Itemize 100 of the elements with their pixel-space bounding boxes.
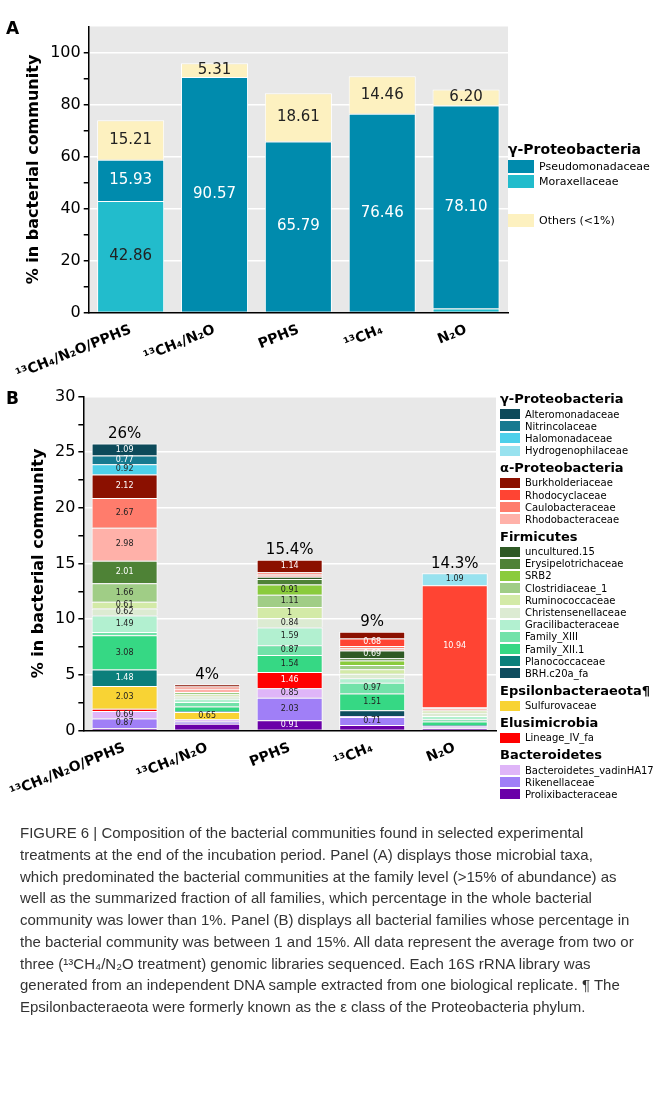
legend-label: Nitrincolaceae (525, 420, 597, 432)
y-tick-label: 100 (50, 41, 81, 61)
legend-label: Burkholderiaceae (525, 477, 613, 489)
legend-label: Sulfurovaceae (525, 700, 597, 712)
legend-label: BRH.c20a_fa (525, 667, 589, 679)
data-label: 1.11 (280, 595, 299, 605)
data-label: 5.31 (197, 60, 232, 79)
data-label: 2.01 (115, 567, 134, 577)
y-tick-label: 0 (65, 719, 76, 739)
legend-label: Family_XIII (525, 631, 578, 643)
data-label: 1.54 (280, 658, 299, 668)
data-label: 1.49 (115, 618, 134, 628)
data-label: 1 (287, 607, 293, 617)
legend-label: Others (<1%) (539, 214, 615, 227)
data-label: 1.51 (363, 697, 382, 706)
y-tick-label: 20 (54, 497, 76, 517)
x-tick-label: N₂O (423, 738, 458, 765)
total-label: 9% (360, 612, 385, 631)
text: Firmicutes (500, 528, 579, 544)
legend-label: Alteromonadaceae (525, 408, 620, 420)
data-label: 2.03 (280, 704, 299, 714)
y-tick-label: 20 (60, 249, 81, 269)
y-tick-label: 60 (60, 145, 81, 165)
data-label: 15.21 (109, 129, 153, 148)
data-label: 0.91 (280, 720, 299, 730)
data-label: 14.46 (360, 84, 404, 103)
data-label: 0.87 (115, 718, 134, 728)
legend-label: Erysipelotrichaceae (525, 558, 624, 570)
legend-label: Rhodobacteraceae (525, 513, 620, 525)
data-label: 0.91 (280, 584, 299, 594)
data-label: 2.03 (115, 692, 134, 702)
data-label: 18.61 (276, 107, 320, 126)
data-label: 2.98 (115, 539, 134, 549)
data-label: 0.69 (115, 709, 134, 719)
data-label: 65.79 (276, 216, 320, 235)
y-tick-label: 0 (70, 301, 81, 321)
legend-label: Pseudomonadaceae (539, 160, 650, 173)
total-label: 15.4% (265, 540, 314, 559)
text: Bacteroidetes (500, 746, 604, 762)
legend-label: Gracilibacteraceae (525, 619, 620, 631)
data-label: 42.86 (109, 246, 153, 265)
data-label: 76.46 (360, 202, 404, 221)
data-label: 1.48 (115, 672, 134, 682)
data-label: 0.77 (115, 454, 134, 464)
data-label: 0.85 (280, 688, 299, 698)
chart-title: B (6, 388, 19, 408)
data-label: 6.20 (449, 87, 483, 106)
y-tick-label: 40 (60, 197, 81, 217)
legend-title: γ-Proteobacteria (500, 391, 625, 406)
x-tick-label: ¹³CH₄ (341, 320, 385, 351)
legend-label: Moraxellaceae (539, 175, 619, 188)
chart-title: A (6, 18, 20, 38)
data-label: 90.57 (193, 184, 236, 203)
legend-label: SRB2 (525, 570, 552, 582)
legend-label: Halomonadaceae (525, 432, 613, 444)
y-tick-label: 5 (65, 663, 76, 683)
legend-label: Family_XII.1 (525, 643, 585, 655)
data-label: 1.46 (280, 675, 299, 685)
legend-label: Clostridiaceae_1 (525, 582, 608, 594)
data-label: 0.62 (115, 607, 134, 617)
legend-label: Planococcaceae (525, 655, 606, 667)
text: Elusimicrobia (500, 714, 600, 730)
legend-label: Prolixibacteraceae (525, 788, 618, 800)
data-label: 3.08 (115, 647, 134, 657)
legend-label: Hydrogenophilaceae (525, 445, 629, 457)
y-tick-label: 15 (54, 552, 76, 572)
x-tick-label: ¹³CH₄ (331, 738, 375, 769)
data-label: 0.61 (115, 600, 134, 610)
legend-label: Ruminococcaceae (525, 594, 616, 606)
legend-label: Lineage_IV_fa (525, 732, 594, 744)
data-label: 0.87 (280, 645, 299, 655)
data-label: 0.69 (363, 649, 382, 659)
legend-label: Caulobacteraceae (525, 501, 616, 513)
data-label: 1.09 (115, 444, 134, 454)
legend-label: Christensenellaceae (525, 607, 627, 619)
data-label: 1.14 (280, 561, 299, 571)
data-label: 2.12 (115, 481, 134, 491)
data-label: 1.59 (280, 631, 299, 641)
y-tick-label: 10 (54, 608, 76, 628)
y-tick-label: 30 (54, 385, 76, 405)
legend-title: γ-Proteobacteria (508, 141, 643, 157)
text: α-Proteobacteria (500, 459, 625, 475)
data-label: 1.09 (445, 574, 464, 584)
legend-label: Bacteroidetes_vadinHA17 (525, 764, 654, 776)
data-label: 0.97 (363, 683, 382, 693)
legend-label: Rhodocyclaceae (525, 489, 607, 501)
data-label: 1.66 (115, 587, 134, 597)
y-tick-label: 25 (54, 441, 76, 461)
x-tick-label: N₂O (434, 320, 469, 347)
data-label: 78.10 (444, 196, 488, 215)
text: Epsilonbacteraeota¶ (500, 682, 652, 698)
legend-label: Rikenellaceae (525, 776, 595, 788)
data-label: 0.68 (363, 637, 382, 647)
data-label: 0.65 (198, 710, 217, 720)
total-label: 14.3% (430, 553, 479, 572)
y-axis-title: % in bacterial community (27, 448, 47, 679)
y-tick-label: 80 (60, 93, 81, 113)
legend-label: uncultured.15 (525, 546, 595, 558)
data-label: 10.94 (443, 641, 467, 651)
data-label: 0.92 (115, 464, 134, 474)
